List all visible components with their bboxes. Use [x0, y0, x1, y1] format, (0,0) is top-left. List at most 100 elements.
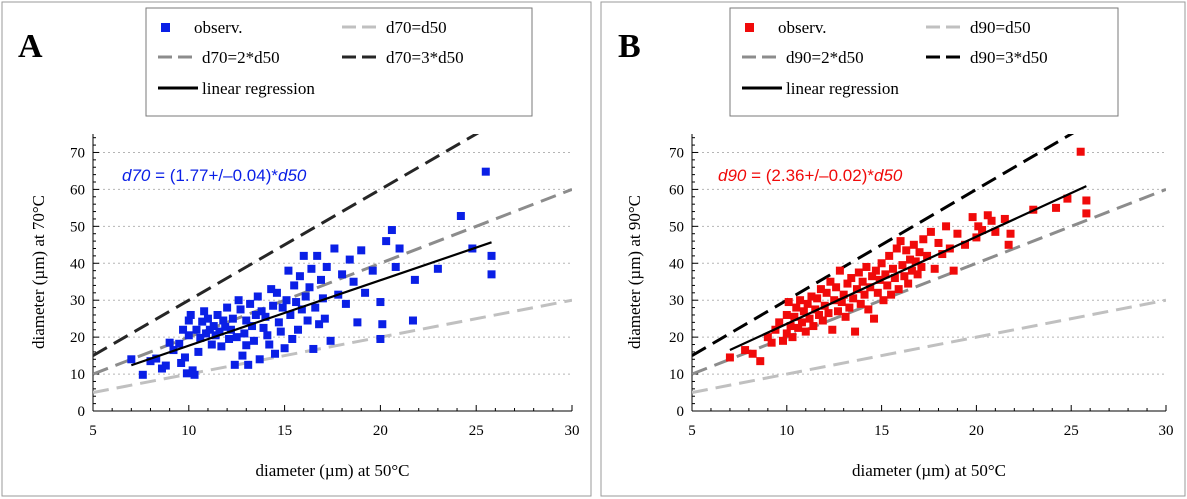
data-point [961, 240, 970, 249]
data-point [200, 307, 209, 316]
data-point [904, 279, 913, 288]
data-point [294, 325, 303, 334]
data-point [186, 310, 195, 319]
legend-label-ref1: d90=d50 [970, 18, 1031, 37]
x-tick-label: 15 [874, 423, 889, 439]
data-point [811, 305, 820, 314]
data-point [188, 366, 197, 375]
data-point [900, 272, 909, 281]
data-point [357, 246, 366, 255]
data-point [292, 298, 301, 307]
panel-letter: A [18, 28, 43, 65]
data-point [919, 235, 928, 244]
data-point [209, 322, 218, 331]
data-point [809, 322, 818, 331]
data-point [278, 303, 287, 312]
reference-line-3 [93, 134, 480, 357]
data-point [249, 336, 258, 345]
data-point [228, 314, 237, 323]
data-point [257, 307, 266, 316]
data-point [353, 318, 362, 327]
data-point [301, 292, 310, 301]
y-tick-label: 70 [70, 145, 85, 161]
data-point [784, 298, 793, 307]
data-point [267, 285, 276, 294]
data-point [345, 255, 354, 264]
legend-label-ref2: d90=2*d50 [786, 48, 864, 67]
data-point [871, 266, 880, 275]
data-point [203, 314, 212, 323]
data-point [816, 285, 825, 294]
data-point [854, 268, 863, 277]
data-point [858, 277, 867, 286]
panel-b: 0 10 20 30 40 50 60 70 5 10 15 20 25 30 diameter (µm) … [600, 1, 1186, 497]
data-point [898, 261, 907, 270]
data-point [782, 310, 791, 319]
data-point [248, 322, 257, 331]
data-point [263, 331, 272, 340]
legend-label-regression: linear regression [202, 79, 315, 98]
data-point [368, 266, 377, 275]
data-point [246, 299, 255, 308]
data-point [290, 281, 299, 290]
data-point [410, 275, 419, 284]
data-point [223, 303, 232, 312]
data-point [938, 250, 947, 259]
panel-frame [600, 1, 1186, 497]
equation-rhs: d50 [874, 166, 903, 185]
data-point [782, 329, 791, 338]
data-point [230, 360, 239, 369]
data-point [887, 290, 896, 299]
data-point [215, 327, 224, 336]
data-point [433, 264, 442, 273]
data-point [194, 347, 203, 356]
data-point [182, 369, 191, 378]
y-tick-label: 50 [70, 219, 85, 235]
data-point [917, 262, 926, 271]
x-ticks: 5 10 15 20 25 30 [89, 405, 580, 439]
data-point [261, 312, 270, 321]
data-point [311, 303, 320, 312]
data-point [835, 266, 844, 275]
data-point [930, 264, 939, 273]
data-point [297, 305, 306, 314]
data-point [180, 353, 189, 362]
data-point [877, 259, 886, 268]
data-point [274, 318, 283, 327]
data-point [953, 229, 962, 238]
data-point [299, 251, 308, 260]
data-point [138, 370, 147, 379]
data-point [152, 354, 161, 363]
data-point [847, 274, 856, 283]
data-point [934, 238, 943, 247]
data-point [978, 226, 987, 235]
data-point [822, 288, 831, 297]
y-tick-label: 20 [70, 330, 85, 346]
legend-label-observ: observ. [194, 18, 242, 37]
data-point [894, 285, 903, 294]
data-point [265, 340, 274, 349]
data-point [177, 358, 186, 367]
equation-lhs: d70 [122, 166, 151, 185]
legend-box [729, 7, 1119, 117]
data-point [796, 296, 805, 305]
data-point [841, 312, 850, 321]
data-point [794, 323, 803, 332]
data-point [378, 320, 387, 329]
y-tick-label: 50 [669, 219, 684, 235]
y-tick-label: 70 [669, 145, 684, 161]
data-point [911, 257, 920, 266]
data-point [851, 327, 860, 336]
legend-label-ref3: d70=3*d50 [386, 48, 464, 67]
data-point [481, 167, 490, 176]
data-point [786, 322, 795, 331]
data-point [1006, 229, 1015, 238]
data-point [790, 312, 799, 321]
data-point [192, 325, 201, 334]
data-point [907, 266, 916, 275]
data-point [161, 361, 170, 370]
data-point [818, 316, 827, 325]
y-tick-label: 10 [669, 367, 684, 383]
data-point [376, 334, 385, 343]
data-point [240, 329, 249, 338]
